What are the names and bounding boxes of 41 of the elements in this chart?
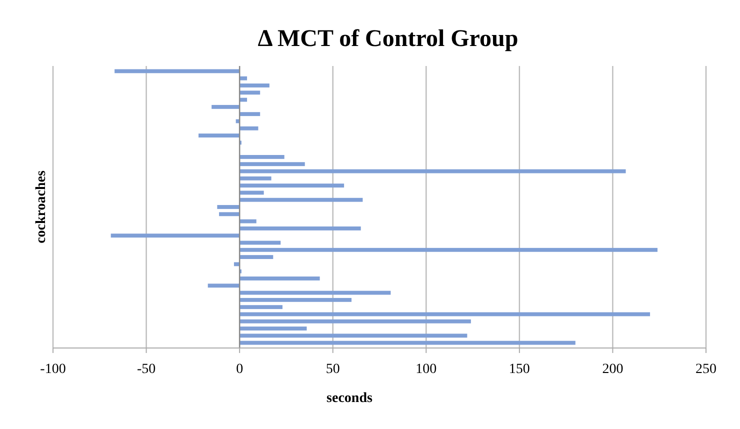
x-tick-label: 0 <box>236 362 244 377</box>
bar <box>198 134 240 138</box>
x-tick-label: 200 <box>602 362 624 377</box>
y-axis-title: cockroaches <box>34 170 49 244</box>
bar <box>240 84 270 88</box>
bar <box>240 326 307 330</box>
bar <box>240 154 284 159</box>
bar <box>217 205 240 209</box>
x-tick-label: 250 <box>696 362 716 377</box>
bar <box>240 126 258 130</box>
bar <box>240 162 305 166</box>
x-axis-title: seconds <box>326 391 373 406</box>
x-tick-label: 100 <box>416 362 437 377</box>
bar <box>240 334 468 338</box>
bar <box>212 104 240 109</box>
bar <box>240 298 352 302</box>
chart-title: Δ MCT of Control Group <box>258 26 518 52</box>
bar <box>240 255 274 260</box>
bar <box>240 112 260 116</box>
bar <box>240 319 471 324</box>
bar <box>240 248 658 252</box>
bar <box>114 69 240 74</box>
bar <box>240 198 363 202</box>
bar <box>208 284 240 288</box>
bar <box>234 262 240 266</box>
bar <box>240 305 282 310</box>
bar <box>240 176 272 180</box>
x-tick-label: 150 <box>508 362 530 377</box>
bar <box>240 190 264 195</box>
bar <box>240 219 256 224</box>
bar <box>219 212 240 216</box>
bar <box>110 234 240 238</box>
x-tick-label: 50 <box>326 362 340 377</box>
bar <box>240 226 361 230</box>
bar <box>240 76 248 80</box>
bar <box>240 184 344 188</box>
bar <box>240 340 576 345</box>
x-tick-label: -50 <box>136 362 156 377</box>
bar <box>240 276 320 280</box>
x-tick-label: -100 <box>40 362 66 377</box>
bar <box>240 90 260 95</box>
